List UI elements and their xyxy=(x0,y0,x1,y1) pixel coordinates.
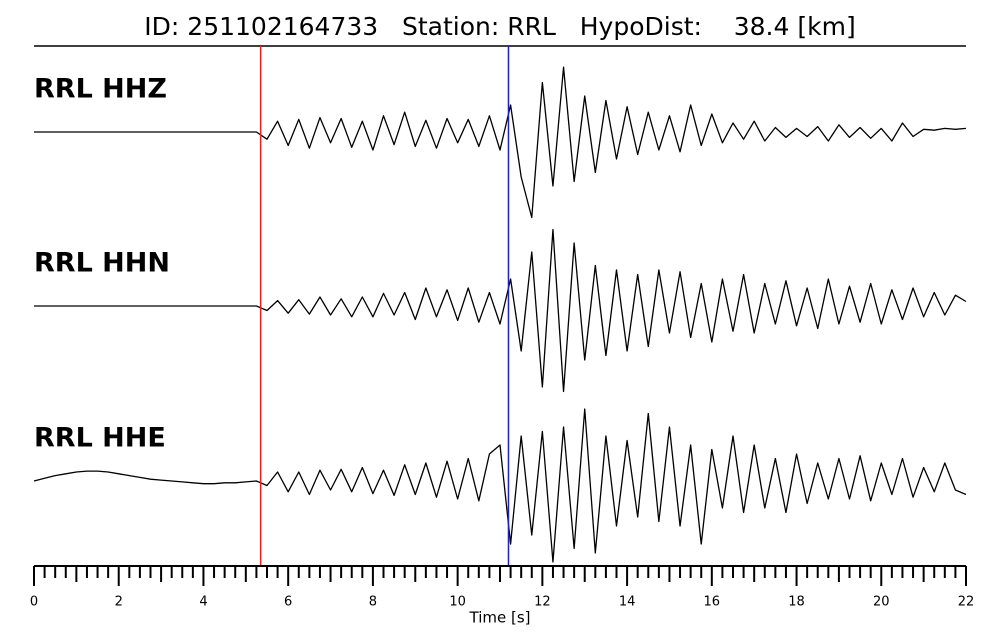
x-tick-label: 16 xyxy=(704,595,721,610)
x-axis-label: Time [s] xyxy=(469,609,531,627)
x-tick-label: 0 xyxy=(30,595,38,610)
trace-label: RRL HHN xyxy=(34,248,170,279)
trace-label: RRL HHE xyxy=(34,423,166,454)
x-tick-label: 2 xyxy=(115,595,123,610)
trace-label: RRL HHZ xyxy=(34,74,167,105)
x-tick-label: 8 xyxy=(369,595,377,610)
x-tick-label: 18 xyxy=(788,595,805,610)
waveform xyxy=(33,408,967,563)
x-tick-label: 22 xyxy=(958,595,975,610)
chart-title: ID: 251102164733 Station: RRL HypoDist: … xyxy=(144,12,855,41)
x-tick-label: 20 xyxy=(873,595,890,610)
x-tick-label: 14 xyxy=(619,595,636,610)
x-tick-label: 10 xyxy=(449,595,466,610)
x-tick-label: 6 xyxy=(284,595,292,610)
waveform xyxy=(34,66,967,219)
waveform xyxy=(34,228,967,393)
x-tick-label: 12 xyxy=(534,595,551,610)
x-tick-label: 4 xyxy=(199,595,207,610)
